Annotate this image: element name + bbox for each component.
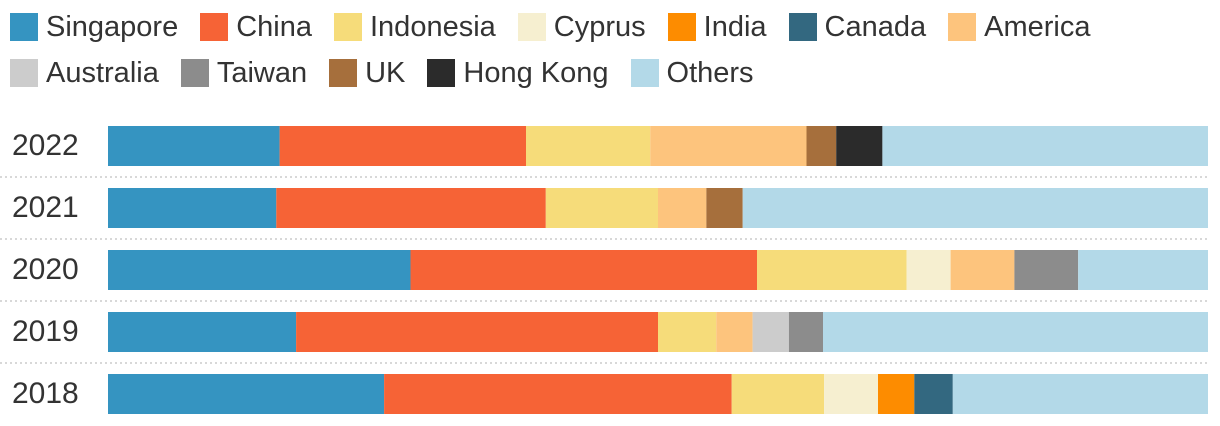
legend-label: America: [984, 11, 1091, 43]
legend-label: Australia: [46, 57, 159, 89]
bar-segment: [716, 312, 753, 352]
legend-label: India: [703, 11, 767, 43]
bar-segment: [906, 250, 951, 290]
bar-segment: [757, 250, 907, 290]
bar-segment: [824, 374, 878, 414]
legend-label: Hong Kong: [463, 57, 609, 89]
bar-segment: [752, 312, 789, 352]
bar-segment: [108, 188, 277, 228]
y-tick-label: 2022: [12, 129, 79, 162]
bar-segment: [806, 126, 837, 166]
bar-segment: [788, 312, 823, 352]
legend-item: UK: [329, 58, 405, 88]
legend-item: America: [948, 12, 1090, 42]
bar-segment: [882, 126, 1208, 166]
legend-swatch: [10, 59, 38, 87]
legend-swatch: [788, 13, 817, 41]
bar-segment: [878, 374, 915, 414]
legend-swatch: [200, 13, 229, 41]
legend-item: Singapore: [10, 12, 178, 42]
bar-segment: [296, 312, 658, 352]
bar-segment: [276, 188, 546, 228]
bar-segment: [108, 312, 297, 352]
bar-segment: [1014, 250, 1079, 290]
legend-item: China: [200, 12, 312, 42]
bar-segment: [914, 374, 953, 414]
bar-segment: [731, 374, 825, 414]
bar-segment: [952, 374, 1208, 414]
legend-item: India: [667, 11, 767, 43]
bar-segment: [108, 250, 411, 290]
legend-swatch: [427, 59, 456, 87]
bar-segment: [526, 126, 651, 166]
bar-segment: [836, 126, 883, 166]
legend-label: Indonesia: [370, 11, 496, 43]
y-tick-label: 2020: [12, 253, 79, 286]
y-tick-label: 2021: [12, 191, 79, 224]
bar-segment: [1078, 250, 1208, 290]
bar-segment: [108, 126, 280, 166]
legend-label: Canada: [824, 11, 927, 43]
legend-label: China: [236, 11, 312, 43]
legend-label: Cyprus: [553, 11, 646, 43]
bar-segment: [658, 188, 707, 228]
legend-swatch: [180, 59, 209, 87]
legend-item: Others: [630, 57, 754, 89]
legend-swatch: [334, 13, 362, 41]
bar-segment: [545, 188, 658, 228]
legend-swatch: [517, 13, 546, 41]
bar-segment: [658, 312, 717, 352]
bar-segment: [108, 374, 385, 414]
y-tick-label: 2019: [12, 315, 79, 348]
legend-item: Hong Kong: [427, 57, 609, 89]
legend-swatch: [630, 59, 659, 87]
y-tick-label: 2018: [12, 377, 79, 410]
legend-item: Cyprus: [517, 11, 646, 43]
bar-segment: [410, 250, 757, 290]
legend-item: Taiwan: [180, 57, 308, 89]
bar-segment: [950, 250, 1015, 290]
legend: Singapore China Indonesia Cyprus India Canada…: [10, 12, 1210, 88]
bar-segment: [384, 374, 732, 414]
bar-segment: [650, 126, 807, 166]
legend-label: Others: [666, 57, 754, 89]
bar-segment: [279, 126, 526, 166]
legend-swatch: [329, 59, 358, 87]
legend-item: Australia: [10, 58, 159, 88]
legend-label: Taiwan: [216, 57, 308, 89]
legend-item: Canada: [788, 11, 927, 43]
bar-segment: [823, 312, 1208, 352]
bar-segment: [742, 188, 1208, 228]
legend-swatch: [667, 13, 696, 41]
legend-label: UK: [365, 57, 406, 89]
bar-segment: [706, 188, 743, 228]
legend-swatch: [10, 13, 38, 41]
legend-swatch: [948, 13, 977, 41]
legend-item: Indonesia: [334, 12, 496, 42]
legend-label: Singapore: [46, 11, 179, 43]
